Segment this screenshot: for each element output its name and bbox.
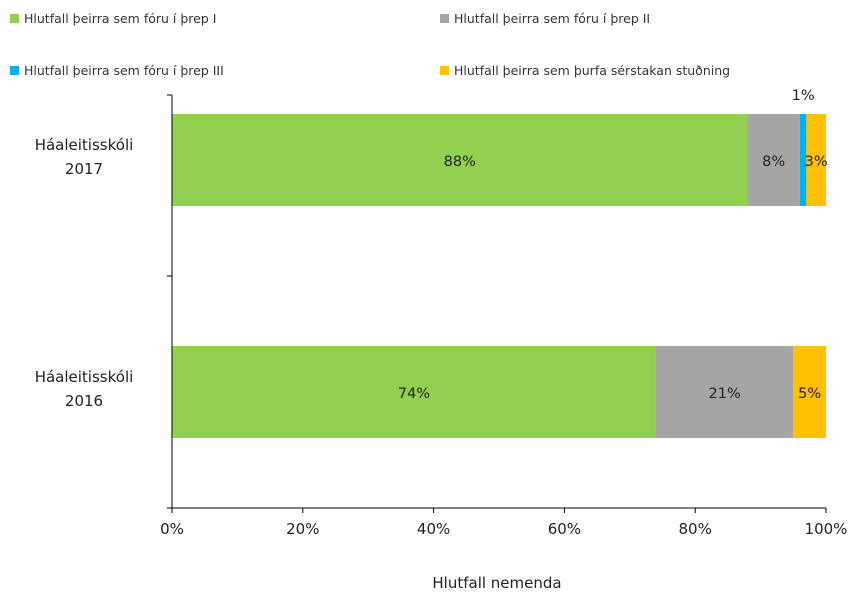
x-axis-title: Hlutfall nemenda bbox=[432, 574, 561, 592]
legend-swatch bbox=[440, 14, 449, 23]
data-label: 8% bbox=[762, 154, 785, 170]
data-label: 88% bbox=[444, 154, 476, 170]
legend-swatch bbox=[10, 66, 19, 75]
legend-label: Hlutfall þeirra sem fóru í þrep III bbox=[24, 63, 224, 78]
legend-swatch bbox=[10, 14, 19, 23]
bar-segment bbox=[806, 114, 826, 206]
category-label: Háaleitisskóli 2017 bbox=[35, 136, 134, 178]
bar-segment bbox=[172, 114, 748, 206]
axes-group: 0% 20% 40% 60% 80% 100% bbox=[160, 94, 848, 538]
data-label: 74% bbox=[398, 386, 430, 402]
bars-group: 88% 8% 1% 3% Háaleitisskóli 2017 74% 21% 5% Háale… bbox=[35, 88, 828, 438]
data-label: 21% bbox=[709, 386, 741, 402]
x-tick-label: 60% bbox=[548, 520, 581, 538]
legend-swatch bbox=[440, 66, 449, 75]
legend-label: Hlutfall þeirra sem fóru í þrep I bbox=[24, 11, 216, 26]
bar-segment bbox=[172, 346, 656, 438]
data-label: 1% bbox=[792, 88, 815, 104]
data-label: 5% bbox=[798, 386, 821, 402]
legend-label: Hlutfall þeirra sem fóru í þrep II bbox=[454, 11, 650, 26]
bar-segment bbox=[747, 114, 800, 206]
x-tick-label: 80% bbox=[679, 520, 712, 538]
legend: Hlutfall þeirra sem fóru í þrep I Hlutfal… bbox=[10, 11, 730, 78]
x-tick-label: 20% bbox=[286, 520, 319, 538]
x-tick-label: 0% bbox=[160, 520, 184, 538]
category-label: Háaleitisskóli 2016 bbox=[35, 368, 134, 410]
legend-label: Hlutfall þeirra sem þurfa sérstakan stuð… bbox=[454, 63, 730, 78]
x-tick-label: 100% bbox=[805, 520, 848, 538]
bar-segment bbox=[655, 346, 794, 438]
bar-segment bbox=[799, 114, 807, 206]
bar-segment bbox=[793, 346, 826, 438]
x-tick-label: 40% bbox=[417, 520, 450, 538]
data-label: 3% bbox=[805, 154, 828, 170]
